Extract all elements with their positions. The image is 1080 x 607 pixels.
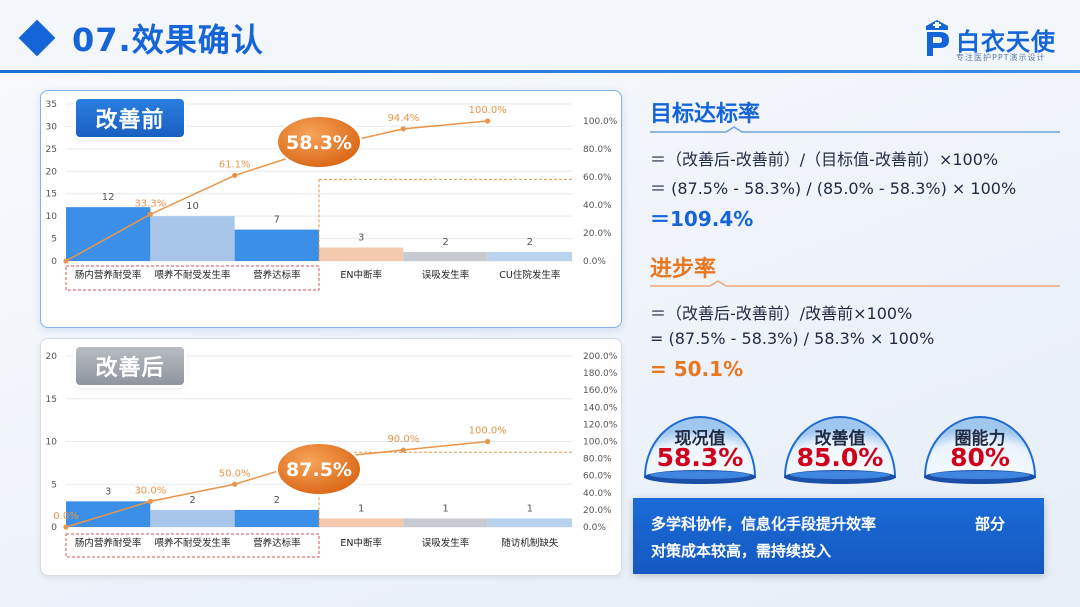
- target-formula-1: ＝（改善后-改善前）/（目标值-改善前）×100%: [650, 150, 999, 169]
- dome-icon: [643, 416, 757, 484]
- before-stamp: 改善前: [76, 99, 184, 137]
- metric-label: 圈能力: [954, 429, 1006, 449]
- metric-improved: 改善值 85.0%: [779, 397, 901, 485]
- conclusion-line-2: 对策成本较高，需持续投入: [651, 542, 832, 560]
- brand-logo: 白衣天使 专注医护PPT演示设计: [922, 12, 1062, 66]
- target-rate-title: 目标达标率: [650, 102, 761, 127]
- target-formula-2: ＝ (87.5% - 58.3%) / (85.0% - 58.3%) × 10…: [650, 179, 1017, 198]
- page-title: 07.效果确认: [72, 21, 264, 59]
- metric-capability: 圈能力 80%: [919, 397, 1041, 485]
- progress-formula-1: ＝（改善后-改善前）/改善前×100%: [650, 304, 913, 323]
- page-header: 07.效果确认: [18, 16, 264, 60]
- diamond-icon: [18, 19, 56, 57]
- dome-icon: [783, 416, 897, 484]
- progress-formula-2: = (87.5% - 58.3%) / 58.3% × 100%: [650, 329, 935, 348]
- dome-icon: [923, 416, 1037, 484]
- conclusion-line-1: 多学科协作，信息化手段提升效率: [651, 515, 877, 533]
- conclusion-box: 多学科协作，信息化手段提升效率 部分 对策成本较高，需持续投入: [633, 498, 1044, 574]
- after-stamp: 改善后: [76, 347, 184, 385]
- logo-tagline: 专注医护PPT演示设计: [956, 53, 1046, 62]
- nurse-cap-icon: [926, 20, 949, 56]
- target-title-underline: [650, 126, 1060, 133]
- metric-value: 85.0%: [796, 443, 884, 472]
- metric-label: 改善值: [814, 429, 866, 449]
- header-divider: [0, 70, 1080, 73]
- metric-value: 58.3%: [656, 443, 744, 472]
- metric-label: 现况值: [674, 429, 726, 449]
- metric-current: 现况值 58.3%: [639, 397, 761, 485]
- progress-rate-title: 进步率: [650, 257, 717, 282]
- logo-name: 白衣天使: [956, 28, 1056, 56]
- metric-value: 80%: [950, 443, 1010, 472]
- conclusion-line-1-tail: 部分: [975, 515, 1006, 533]
- target-rate-result: ＝109.4%: [650, 207, 754, 231]
- progress-title-underline: [650, 280, 1060, 287]
- progress-rate-result: = 50.1%: [650, 357, 744, 381]
